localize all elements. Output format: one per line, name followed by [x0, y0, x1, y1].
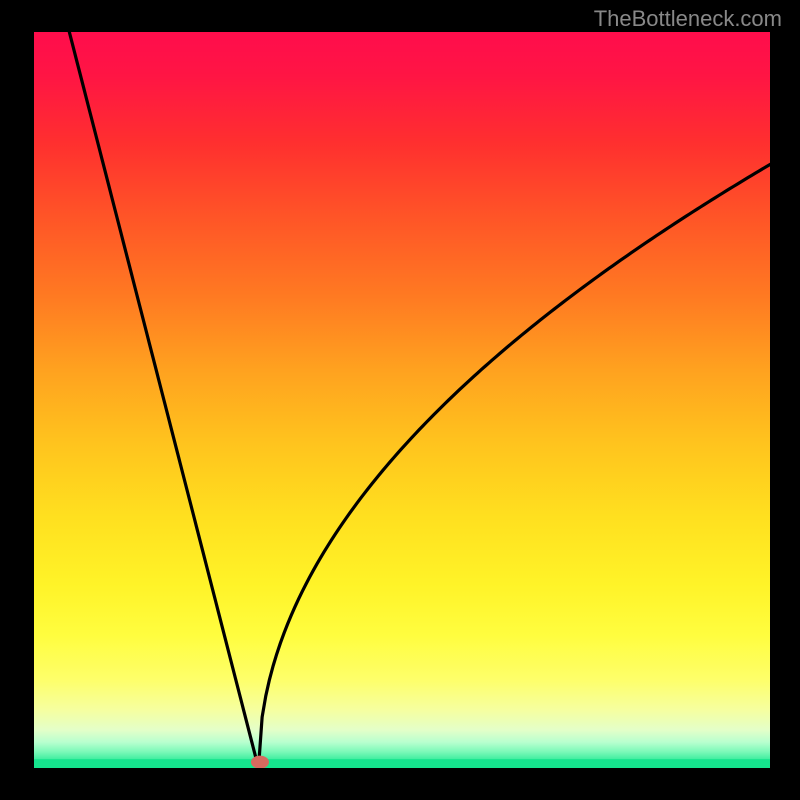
bottleneck-chart	[34, 32, 770, 768]
optimal-point-marker	[251, 756, 269, 768]
bottom-green-band	[34, 759, 770, 768]
watermark-text: TheBottleneck.com	[594, 6, 782, 32]
gradient-background	[34, 32, 770, 768]
